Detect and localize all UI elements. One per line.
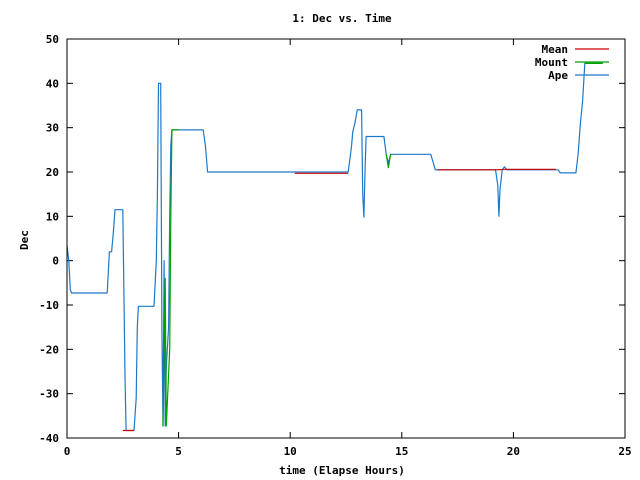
legend-label-mount: Mount [535, 56, 568, 69]
legend-label-ape: Ape [548, 69, 568, 82]
plot-frame [66, 38, 626, 439]
x-tick-label: 15 [395, 445, 408, 458]
y-tick-label: -20 [39, 343, 59, 356]
axis-ticks: 0 5 10 15 20 25 -40 -30 -20 -10 0 10 20 30 40 50 [39, 33, 632, 458]
series-lines [66, 62, 603, 432]
x-tick-label: 25 [618, 445, 631, 458]
chart-title: 1: Dec vs. Time [292, 12, 392, 25]
series-line-mount [162, 62, 603, 427]
series-line-ape [66, 62, 603, 432]
x-tick-label: 20 [507, 445, 520, 458]
y-tick-label: 40 [46, 77, 59, 90]
y-tick-label: 10 [46, 210, 59, 223]
y-tick-label: 50 [46, 33, 59, 46]
y-tick-label: -10 [39, 299, 59, 312]
legend-label-mean: Mean [542, 43, 569, 56]
x-tick-label: 0 [64, 445, 71, 458]
y-tick-label: -30 [39, 388, 59, 401]
y-tick-label: 0 [52, 255, 59, 268]
y-tick-label: 30 [46, 122, 59, 135]
x-tick-label: 5 [175, 445, 182, 458]
y-tick-label: 20 [46, 166, 59, 179]
x-axis-label: time (Elapse Hours) [279, 464, 405, 477]
x-tick-label: 10 [284, 445, 297, 458]
y-axis-label: Dec [18, 230, 31, 250]
y-tick-label: -40 [39, 432, 59, 445]
series-line-mean [122, 168, 556, 432]
